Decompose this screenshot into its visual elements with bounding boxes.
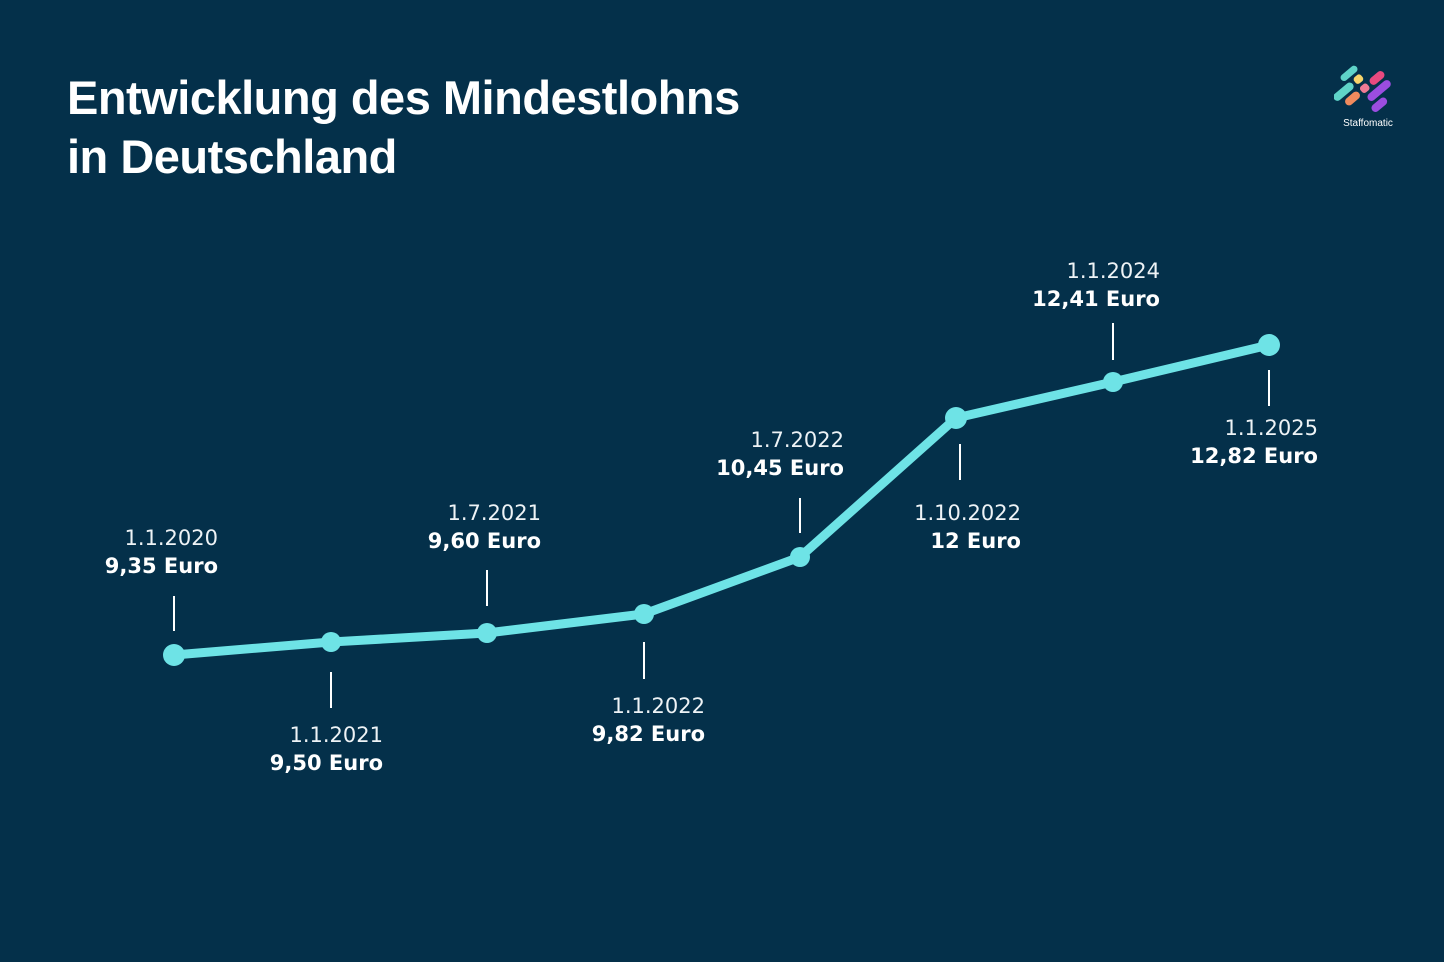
title-line-2: in Deutschland [67,130,397,183]
data-label: 1.10.2022 12 Euro [914,501,1021,553]
brand-name: Staffomatic [1343,118,1393,129]
data-label: 1.1.2020 9,35 Euro [104,526,218,578]
data-point [634,604,654,624]
data-label: 1.1.2025 12,82 Euro [1190,416,1318,468]
data-label: 1.1.2021 9,50 Euro [269,723,383,775]
title-line-1: Entwicklung des Mindestlohns [67,71,740,124]
staffomatic-logo-icon [1334,65,1391,112]
data-points [163,334,1280,666]
data-label: 1.1.2022 9,82 Euro [591,694,705,746]
data-point [163,644,185,666]
data-label: 1.1.2024 12,41 Euro [1032,259,1160,311]
wage-line [169,340,1274,660]
data-point [790,547,810,567]
data-point [945,407,967,429]
data-point [477,623,497,643]
data-label: 1.7.2022 10,45 Euro [716,428,844,480]
page-title: Entwicklung des Mindestlohns in Deutschl… [67,68,740,186]
data-point [1103,372,1123,392]
data-point [1258,334,1280,356]
data-point [321,632,341,652]
leader-lines [173,323,1270,708]
data-label: 1.7.2021 9,60 Euro [427,501,541,553]
